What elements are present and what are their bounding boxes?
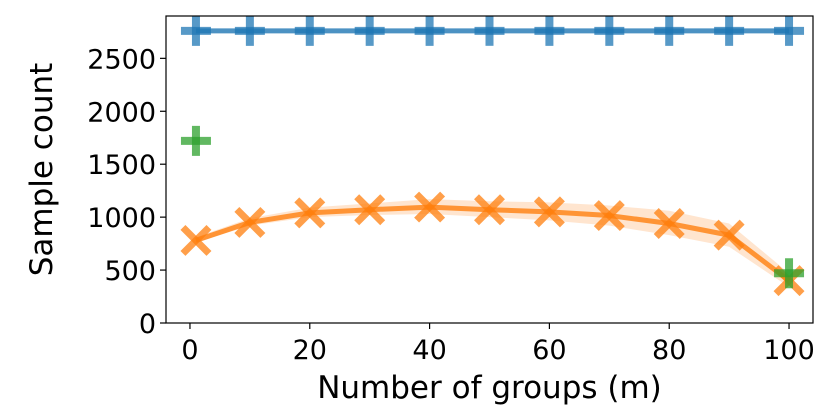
series-1-point: [714, 15, 745, 46]
series-1-point: [294, 15, 325, 46]
data-markers: [180, 15, 805, 297]
y-tick-label: 500: [104, 256, 156, 287]
series-2-point: [533, 196, 565, 228]
series-1-point: [774, 15, 805, 46]
series-2-point: [294, 197, 326, 229]
series-2-point: [414, 191, 446, 223]
y-tick-label: 2000: [87, 97, 156, 128]
y-tick-label: 2500: [87, 44, 156, 75]
x-marker-b: [180, 224, 212, 256]
plot-frame: [165, 15, 814, 324]
series-1-point: [654, 15, 685, 46]
x-tick-label: 60: [532, 335, 566, 366]
y-tick-label: 1500: [87, 150, 156, 181]
y-axis-label: Sample count: [24, 63, 60, 277]
x-tick-label: 80: [652, 335, 686, 366]
y-tick-label: 1000: [87, 203, 156, 234]
y-axis-ticks: 0 500 1000 1500 2000 2500: [87, 44, 166, 340]
series-2-point: [354, 194, 386, 226]
x-marker-b: [414, 191, 446, 223]
y-tick-label: 0: [139, 309, 156, 340]
series-1-point: [180, 15, 211, 46]
x-marker-b: [593, 200, 625, 232]
x-axis-label: Number of groups (m): [317, 370, 662, 406]
x-tick-label: 20: [293, 335, 327, 366]
x-marker-b: [713, 219, 745, 251]
x-marker-b: [653, 208, 685, 239]
series-2-point: [593, 200, 625, 232]
series-1-point: [354, 15, 385, 46]
series-1-point: [594, 15, 625, 46]
series-1-point: [414, 15, 445, 46]
x-tick-label: 0: [181, 335, 198, 366]
x-tick-label: 100: [763, 335, 815, 366]
x-marker-b: [294, 197, 326, 229]
series-2-point: [653, 208, 685, 239]
series-2-point: [474, 194, 505, 226]
series-2-point: [713, 219, 745, 251]
x-marker-b: [354, 194, 386, 226]
x-marker-b: [474, 194, 505, 226]
series-3-point: [180, 125, 211, 156]
x-axis-ticks: 0 20 40 60 80 100: [181, 323, 815, 366]
series-1-point: [534, 15, 565, 46]
x-tick-label: 40: [412, 335, 446, 366]
series-2-point: [180, 224, 212, 256]
series-3-point: [774, 258, 805, 289]
series-2-point: [234, 206, 266, 238]
series-1-point: [474, 15, 505, 46]
series-lines: [195, 28, 791, 283]
x-marker-b: [234, 206, 266, 238]
x-marker-b: [533, 196, 565, 228]
series-1-point: [234, 15, 265, 46]
